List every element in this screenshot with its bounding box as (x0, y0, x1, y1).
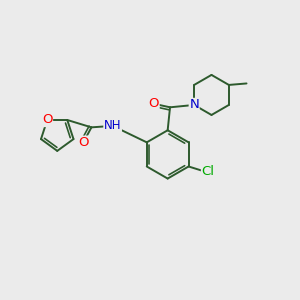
Text: O: O (148, 97, 159, 110)
Text: O: O (42, 113, 52, 127)
Text: Cl: Cl (202, 165, 214, 178)
Text: N: N (189, 98, 199, 111)
Text: NH: NH (104, 119, 122, 132)
Text: O: O (78, 136, 88, 149)
